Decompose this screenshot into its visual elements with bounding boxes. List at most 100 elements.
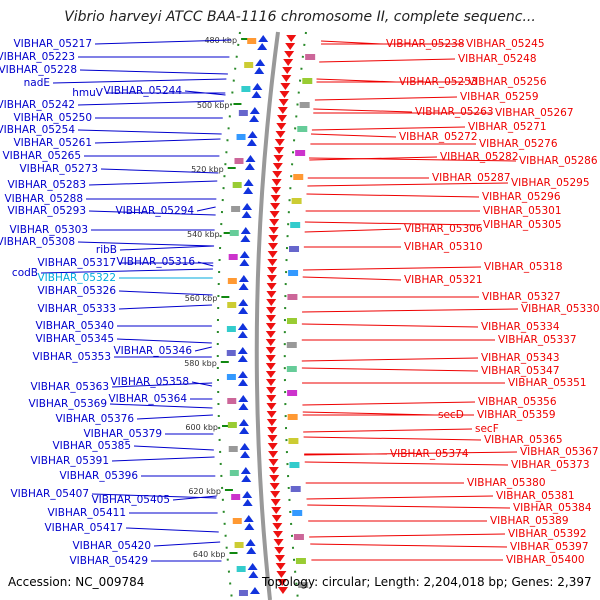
reverse-gene-arrow [265,339,276,346]
forward-gene-label: VIBHAR_05385 [52,440,131,452]
forward-label-leader [77,241,215,247]
forward-label-leader [91,493,217,499]
forward-label-leader [88,210,216,216]
feature-block [231,494,241,500]
ruler-tick-label: 620 kbp [188,487,221,496]
reverse-gene-arrow [268,459,279,466]
feature-block [286,318,297,324]
reverse-gene-label: VIBHAR_05380 [467,477,546,489]
feature-block [241,86,251,92]
forward-label-leader [111,456,215,462]
forward-gene-arrow [238,275,249,282]
reverse-gene-arrow [276,571,287,578]
feature-block [286,342,297,348]
forward-gene-arrow [247,131,258,138]
forward-gene-label: VIBHAR_05244 [103,85,182,97]
reverse-gene-label: VIBHAR_05343 [481,352,560,364]
forward-gene-label: VIBHAR_05333 [37,303,116,315]
feature-block [295,150,306,156]
reverse-gene-arrow [275,131,286,138]
feature-block [288,438,299,444]
reverse-gene-arrow [269,211,280,218]
reverse-label-leader [310,133,397,138]
forward-gene-arrow [239,443,250,450]
feature-block [226,326,236,332]
reverse-gene-arrow [273,155,284,162]
forward-gene-arrow [243,187,254,194]
reverse-gene-arrow [265,315,276,322]
reverse-gene-label: VIBHAR_05367 [520,446,599,458]
reverse-gene-arrow [266,291,277,298]
forward-label-leader [172,495,217,501]
reverse-label-leader [309,157,517,162]
forward-gene-arrow [238,403,249,410]
forward-gene-arrow [240,235,251,242]
reverse-gene-arrow [266,403,277,410]
ruler-tick-label: 560 kbp [185,294,218,303]
reverse-gene-arrow [284,51,295,58]
reverse-gene-arrow [274,555,285,562]
forward-gene-label: VIBHAR_05317 [37,257,116,269]
reverse-gene-label: VIBHAR_05248 [458,53,537,65]
forward-gene-arrow [252,83,263,90]
forward-gene-label: VIBHAR_05217 [13,38,92,50]
feature-block [292,510,303,516]
forward-gene-label: VIBHAR_05261 [13,137,92,149]
forward-label-leader [100,168,219,174]
reverse-label-leader [306,495,494,500]
reverse-gene-arrow [265,355,276,362]
forward-gene-arrow [246,139,257,146]
reverse-gene-label: VIBHAR_05356 [478,396,557,408]
forward-gene-arrow [247,563,258,570]
forward-gene-label: VIBHAR_05420 [72,540,151,552]
forward-label-leader [125,527,219,533]
reverse-gene-arrow [286,35,297,42]
reverse-gene-arrow [285,43,296,50]
forward-gene-label: VIBHAR_05228 [0,64,77,76]
reverse-label-leader [301,367,479,372]
reverse-gene-arrow [266,283,277,290]
forward-gene-arrow [243,515,254,522]
forward-gene-label: nadE [24,77,50,89]
reverse-label-leader [304,228,402,233]
feature-block [295,558,306,564]
reverse-gene-label: VIBHAR_05296 [482,191,561,203]
forward-gene-arrow [240,467,251,474]
feature-block [226,374,236,380]
feature-block [229,470,239,476]
reverse-gene-arrow [275,563,286,570]
forward-gene-label: VIBHAR_05322 [37,272,116,284]
forward-gene-label: VIBHAR_05288 [4,193,83,205]
feature-block [236,134,246,140]
forward-label-leader [111,382,213,388]
forward-gene-label: VIBHAR_05283 [7,179,86,191]
reverse-gene-arrow [267,259,278,266]
reverse-label-leader [309,533,506,538]
forward-label-leader [109,403,213,409]
reverse-gene-arrow [272,523,283,530]
reverse-gene-label: VIBHAR_05397 [510,541,589,553]
forward-label-leader [191,381,213,387]
reverse-gene-arrow [278,99,289,106]
reverse-gene-label: VIBHAR_05392 [508,528,587,540]
reverse-gene-arrow [279,91,290,98]
forward-gene-label: VIBHAR_05308 [0,236,75,248]
reverse-gene-label: VIBHAR_05256 [468,76,547,88]
reverse-label-leader [303,428,473,433]
reverse-gene-arrow [274,547,285,554]
feature-block [288,270,299,276]
forward-gene-arrow [237,347,248,354]
forward-label-leader [153,541,221,547]
forward-gene-arrow [238,419,249,426]
forward-gene-label: VIBHAR_05379 [83,428,162,440]
forward-gene-label: VIBHAR_05316 [116,256,195,268]
forward-gene-label: VIBHAR_05429 [69,555,148,567]
reverse-gene-arrow [270,195,281,202]
reverse-gene-label: VIBHAR_05327 [482,291,561,303]
reverse-gene-label: VIBHAR_05301 [483,205,562,217]
forward-gene-label: VIBHAR_05417 [44,522,123,534]
reverse-gene-arrow [271,507,282,514]
ruler-tick-label: 500 kbp [197,101,230,110]
forward-gene-arrow [249,107,260,114]
